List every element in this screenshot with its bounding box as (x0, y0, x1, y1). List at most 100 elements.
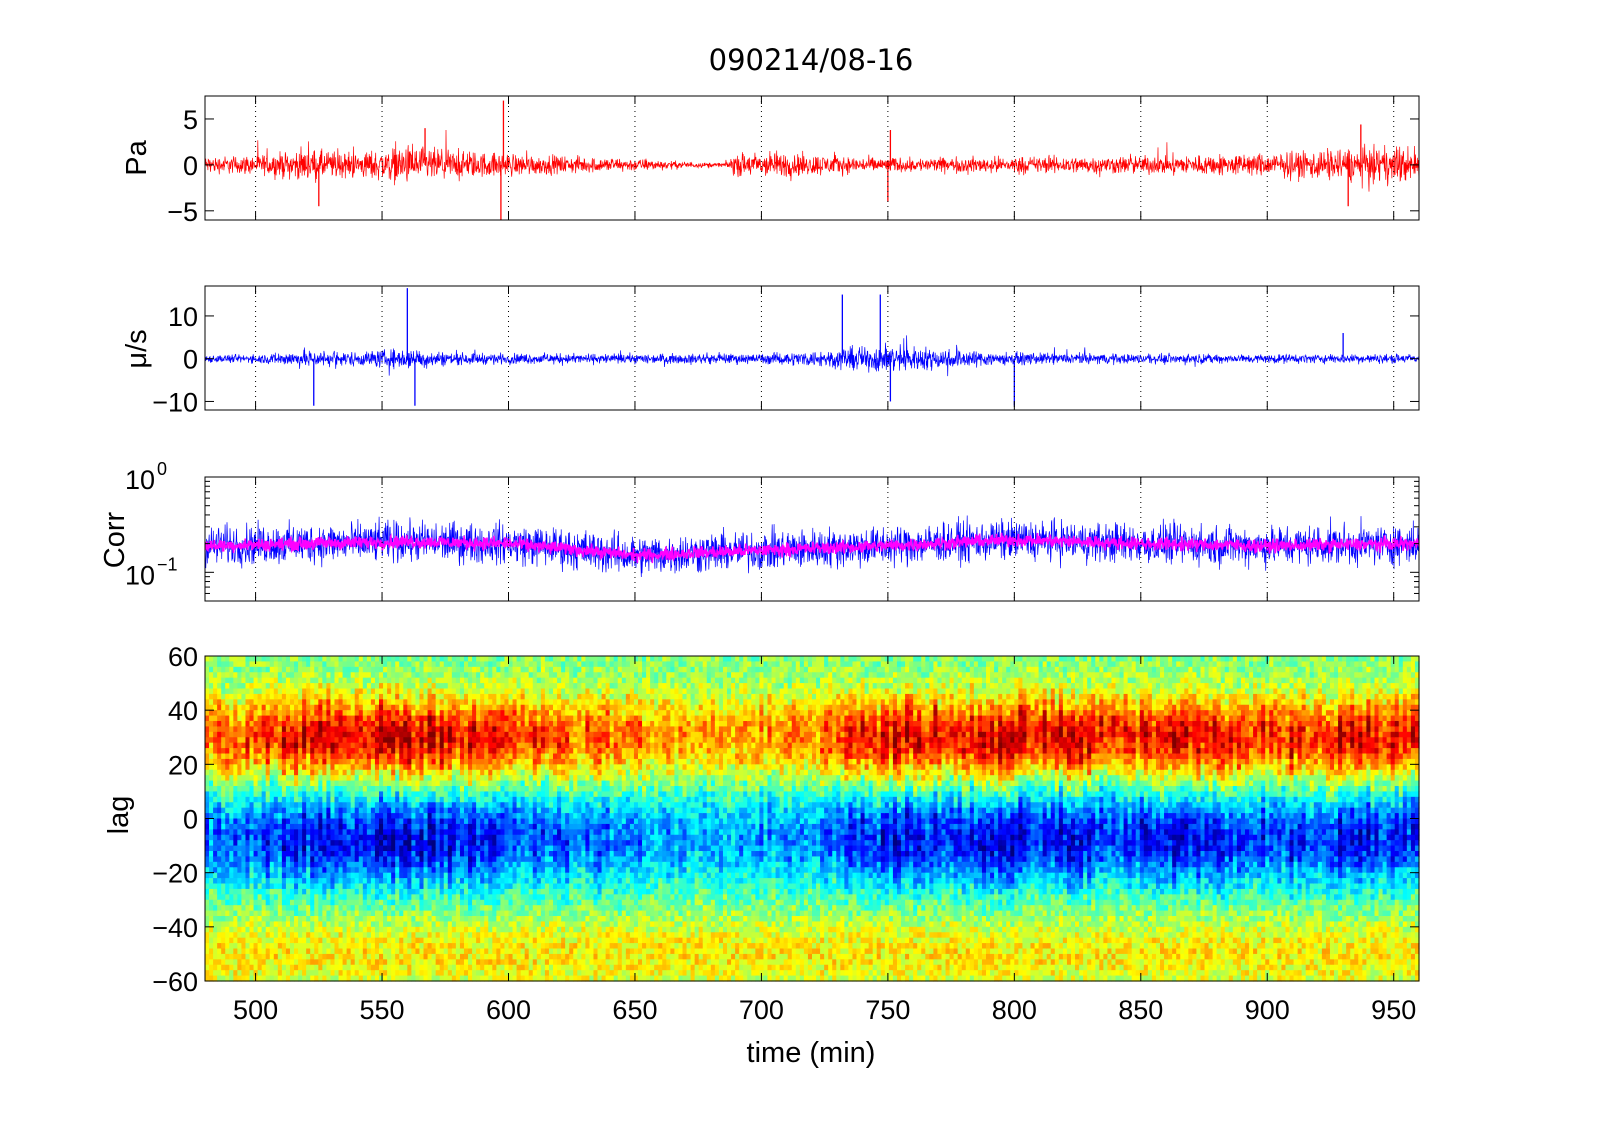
heatmap-cell (343, 959, 348, 965)
heatmap-cell (290, 716, 295, 722)
heatmap-cell (343, 737, 348, 743)
heatmap-cell (330, 938, 335, 944)
heatmap-cell (351, 932, 356, 938)
heatmap-cell (217, 889, 222, 895)
heatmap-cell (254, 884, 259, 890)
heatmap-cell (229, 878, 234, 884)
heatmap-cell (343, 716, 348, 722)
heatmap-cell (456, 699, 461, 705)
heatmap-cell (504, 851, 509, 857)
heatmap-cell (245, 824, 250, 830)
heatmap-cell (415, 954, 420, 960)
heatmap-cell (225, 748, 230, 754)
heatmap-cell (444, 949, 449, 955)
heatmap-cell (343, 667, 348, 673)
heatmap-cell (225, 873, 230, 879)
heatmap-cell (403, 661, 408, 667)
heatmap-cell (229, 862, 234, 868)
heatmap-cell (298, 737, 303, 743)
heatmap-cell (456, 835, 461, 841)
heatmap-cell (351, 900, 356, 906)
heatmap-cell (428, 737, 433, 743)
heatmap-cell (343, 661, 348, 667)
heatmap-cell (318, 900, 323, 906)
heatmap-cell (432, 916, 437, 922)
heatmap-cell (391, 965, 396, 971)
heatmap-cell (456, 678, 461, 684)
heatmap-cell (229, 932, 234, 938)
heatmap-cell (359, 959, 364, 965)
heatmap-cell (282, 672, 287, 678)
heatmap-cell (245, 754, 250, 760)
heatmap-cell (395, 667, 400, 673)
heatmap-cell (209, 894, 214, 900)
heatmap-cell (460, 683, 465, 689)
heatmap-cell (492, 954, 497, 960)
heatmap-cell (237, 705, 242, 711)
heatmap-cell (517, 726, 522, 732)
heatmap-cell (367, 797, 372, 803)
heatmap-cell (326, 764, 331, 770)
heatmap-cell (359, 699, 364, 705)
heatmap-cell (452, 900, 457, 906)
heatmap-cell (419, 748, 424, 754)
heatmap-cell (496, 851, 501, 857)
heatmap-cell (363, 840, 368, 846)
heatmap-cell (391, 900, 396, 906)
heatmap-cell (468, 927, 473, 933)
heatmap-cell (334, 905, 339, 911)
heatmap-cell (488, 846, 493, 852)
heatmap-cell (294, 737, 299, 743)
heatmap-cell (290, 813, 295, 819)
heatmap-cell (213, 846, 218, 852)
heatmap-cell (217, 721, 222, 727)
heatmap-cell (375, 878, 380, 884)
heatmap-cell (424, 808, 429, 814)
heatmap-cell (464, 943, 469, 949)
heatmap-cell (241, 726, 246, 732)
heatmap-cell (274, 656, 279, 662)
heatmap-cell (290, 667, 295, 673)
heatmap-cell (517, 911, 522, 917)
heatmap-cell (262, 835, 267, 841)
heatmap-cell (399, 797, 404, 803)
heatmap-cell (517, 824, 522, 830)
heatmap-cell (318, 754, 323, 760)
heatmap-cell (318, 840, 323, 846)
heatmap-cell (375, 943, 380, 949)
heatmap-cell (517, 699, 522, 705)
heatmap-cell (282, 770, 287, 776)
heatmap-cell (403, 699, 408, 705)
heatmap-cell (241, 824, 246, 830)
heatmap-cell (286, 916, 291, 922)
heatmap-cell (513, 716, 518, 722)
heatmap-cell (233, 754, 238, 760)
heatmap-cell (282, 867, 287, 873)
heatmap-cell (262, 694, 267, 700)
heatmap-cell (367, 775, 372, 781)
heatmap-cell (347, 786, 352, 792)
heatmap-cell (314, 716, 319, 722)
heatmap-cell (383, 775, 388, 781)
heatmap-cell (500, 710, 505, 716)
heatmap-cell (509, 683, 514, 689)
heatmap-cell (415, 656, 420, 662)
heatmap-cell (383, 965, 388, 971)
heatmap-cell (419, 672, 424, 678)
heatmap-cell (480, 716, 485, 722)
heatmap-cell (509, 661, 514, 667)
heatmap-cell (407, 900, 412, 906)
heatmap-cell (496, 819, 501, 825)
heatmap-cell (456, 905, 461, 911)
heatmap-cell (270, 911, 275, 917)
heatmap-cell (399, 938, 404, 944)
heatmap-cell (286, 705, 291, 711)
heatmap-cell (440, 954, 445, 960)
heatmap-cell (387, 873, 392, 879)
heatmap-cell (428, 689, 433, 695)
heatmap-cell (428, 949, 433, 955)
heatmap-cell (432, 819, 437, 825)
heatmap-cell (282, 873, 287, 879)
heatmap-cell (209, 661, 214, 667)
heatmap-cell (517, 764, 522, 770)
